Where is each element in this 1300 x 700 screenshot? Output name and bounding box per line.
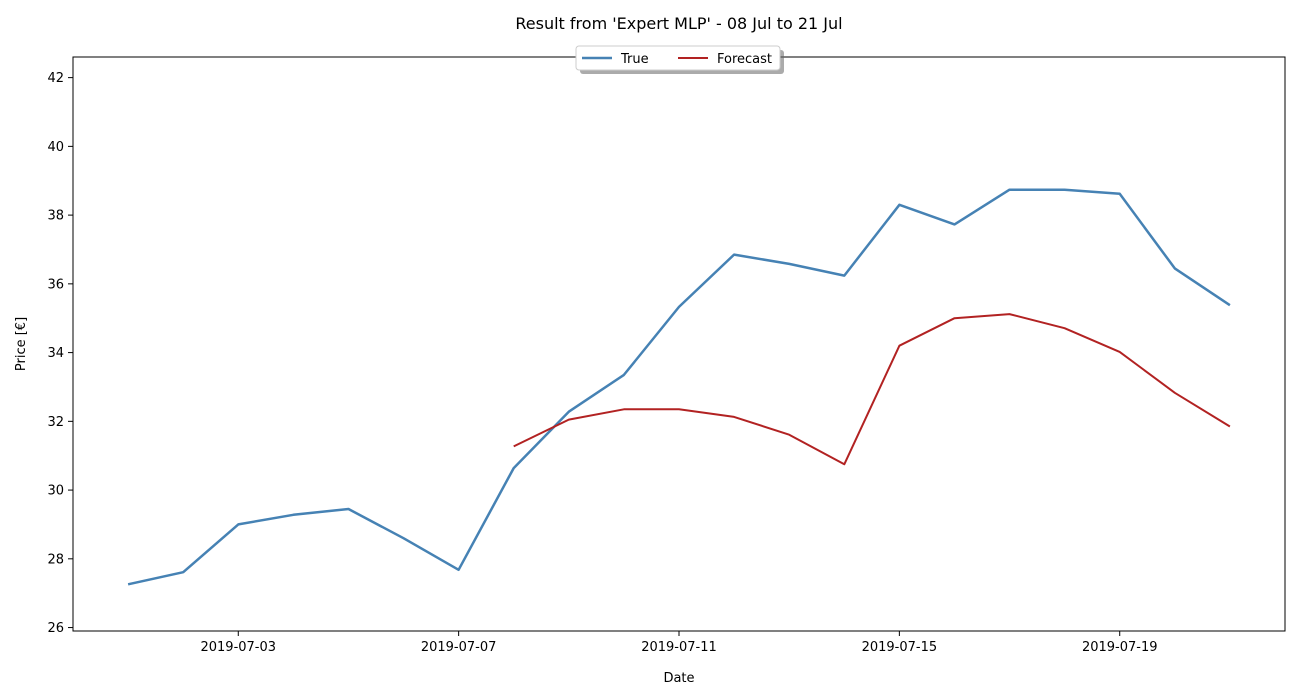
- legend-label-forecast: Forecast: [717, 52, 772, 67]
- series-line-true: [127, 188, 1231, 586]
- y-tick-label: 42: [47, 71, 64, 86]
- y-tick-label: 32: [47, 415, 64, 430]
- y-tick-label: 38: [47, 209, 64, 224]
- y-tick-label: 26: [47, 621, 64, 636]
- x-tick-label: 2019-07-11: [641, 640, 717, 655]
- x-tick-label: 2019-07-03: [200, 640, 276, 655]
- y-tick-label: 30: [47, 484, 64, 499]
- x-tick-label: 2019-07-07: [421, 640, 497, 655]
- y-tick-label: 40: [47, 140, 64, 155]
- x-tick-label: 2019-07-19: [1082, 640, 1158, 655]
- chart-title: Result from 'Expert MLP' - 08 Jul to 21 …: [515, 14, 842, 33]
- legend: True Forecast: [575, 45, 784, 74]
- y-tick-label: 36: [47, 277, 64, 292]
- legend-label-true: True: [620, 52, 649, 67]
- x-axis: 2019-07-03 2019-07-07 2019-07-11 2019-07-15…: [200, 631, 1158, 655]
- x-tick-label: 2019-07-15: [862, 640, 938, 655]
- y-tick-label: 34: [47, 346, 64, 361]
- y-axis: 26 28 30 32 34 36 38 40 42: [47, 71, 73, 636]
- x-axis-label: Date: [663, 671, 694, 686]
- y-tick-label: 28: [47, 552, 64, 567]
- series-line-forecast: [513, 313, 1231, 466]
- series-lines: [127, 188, 1231, 586]
- y-axis-label: Price [€]: [14, 317, 29, 371]
